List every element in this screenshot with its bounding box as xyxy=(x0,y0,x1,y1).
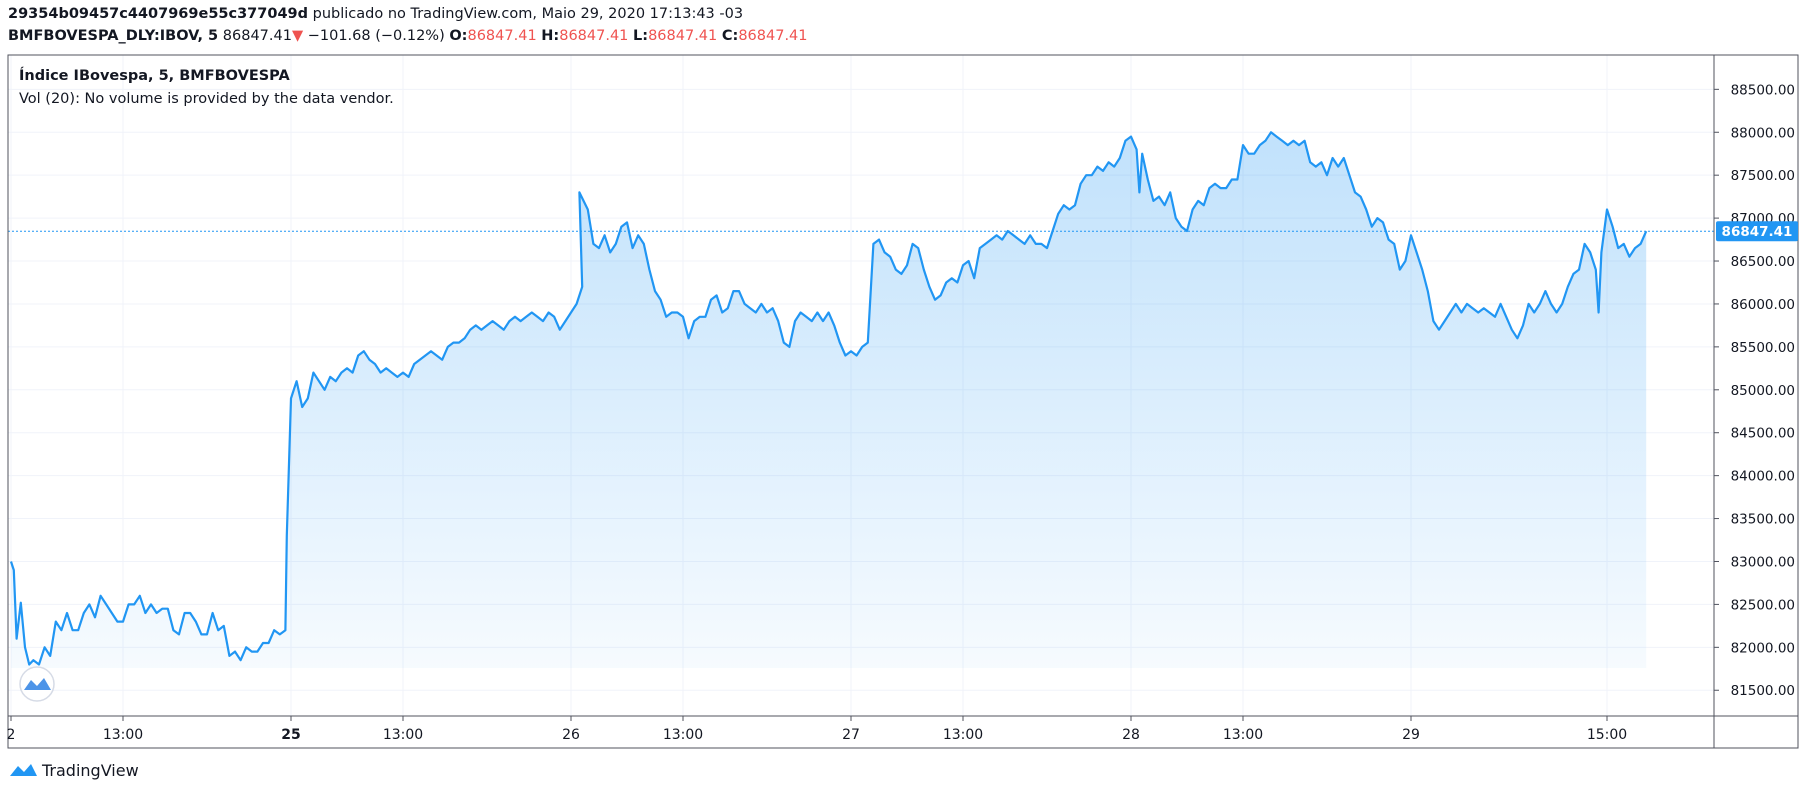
y-tick-label: 83500.00 xyxy=(1731,512,1795,528)
close-label: C: xyxy=(721,28,739,44)
volume-note: Vol (20): No volume is provided by the d… xyxy=(19,91,394,107)
x-tick-label: 26 xyxy=(562,727,580,743)
symbol-label: BMFBOVESPA_DLY:IBOV, 5 xyxy=(8,28,219,44)
x-tick-label: 29 xyxy=(1402,727,1420,743)
change-arrow-icon: ▼ xyxy=(291,28,304,44)
low-value: 86847.41 xyxy=(648,28,718,44)
symbol-ohlc-line: BMFBOVESPA_DLY:IBOV, 5 86847.41▼ −101.68… xyxy=(8,28,808,44)
x-tick-label: 25 xyxy=(281,727,300,743)
footer: TradingView xyxy=(8,760,139,780)
last-price-tag-label: 86847.41 xyxy=(1722,224,1793,240)
x-tick-label: 15:00 xyxy=(1587,727,1627,743)
x-tick-label: 13:00 xyxy=(1223,727,1263,743)
x-tick-label: 13:00 xyxy=(383,727,423,743)
y-tick-label: 87500.00 xyxy=(1731,168,1795,184)
last-price: 86847.41 xyxy=(222,28,292,44)
y-tick-label: 88500.00 xyxy=(1731,82,1795,98)
footer-brand: TradingView xyxy=(42,760,139,780)
chart-logo-icon xyxy=(24,678,51,690)
y-tick-label: 83000.00 xyxy=(1731,554,1795,570)
y-tick-label: 88000.00 xyxy=(1731,125,1795,141)
y-tick-label: 84500.00 xyxy=(1731,426,1795,442)
open-value: 86847.41 xyxy=(467,28,537,44)
low-label: L: xyxy=(633,28,649,44)
close-value: 86847.41 xyxy=(738,28,808,44)
price-line xyxy=(9,131,1648,666)
y-tick-label: 86500.00 xyxy=(1731,254,1795,270)
y-tick-label: 81500.00 xyxy=(1731,683,1795,699)
x-tick-label: 13:00 xyxy=(943,727,983,743)
tradingview-logo-icon xyxy=(10,764,37,776)
y-tick-label: 85000.00 xyxy=(1731,383,1795,399)
y-tick-label: 85500.00 xyxy=(1731,340,1795,356)
x-tick-label: 2 xyxy=(7,727,16,743)
x-tick-label: 28 xyxy=(1122,727,1140,743)
publisher-id: 29354b09457c4407969e55c377049d xyxy=(8,6,309,22)
price-change: −101.68 (−0.12%) xyxy=(307,28,445,44)
last-price-tag xyxy=(1716,221,1798,242)
y-tick-label: 82000.00 xyxy=(1731,640,1795,656)
high-value: 86847.41 xyxy=(559,28,629,44)
y-tick-label: 82500.00 xyxy=(1731,597,1795,613)
publish-info: 29354b09457c4407969e55c377049d publicado… xyxy=(8,6,743,22)
price-axis[interactable]: 88500.0088000.0087500.0087000.0086500.00… xyxy=(1714,82,1795,699)
chart-logo-button[interactable] xyxy=(19,666,55,702)
x-tick-label: 13:00 xyxy=(103,727,143,743)
price-area-fill xyxy=(11,132,1647,669)
high-label: H: xyxy=(541,28,560,44)
chart-frame xyxy=(7,54,1799,749)
open-label: O: xyxy=(449,28,468,44)
y-tick-label: 84000.00 xyxy=(1731,469,1795,485)
price-chart[interactable]: 88500.0088000.0087500.0087000.0086500.00… xyxy=(0,0,1805,760)
x-tick-label: 13:00 xyxy=(663,727,703,743)
y-tick-label: 86000.00 xyxy=(1731,297,1795,313)
time-axis[interactable]: 2 13:00 25 13:00 26 13:00 27 13:00 28 13:00 29 15:0… xyxy=(7,716,1628,743)
x-tick-label: 27 xyxy=(842,727,860,743)
legend-title: Índice IBovespa, 5, BMFBOVESPA xyxy=(19,67,290,84)
published-text: publicado no TradingView.com, Maio 29, 2… xyxy=(312,6,744,22)
